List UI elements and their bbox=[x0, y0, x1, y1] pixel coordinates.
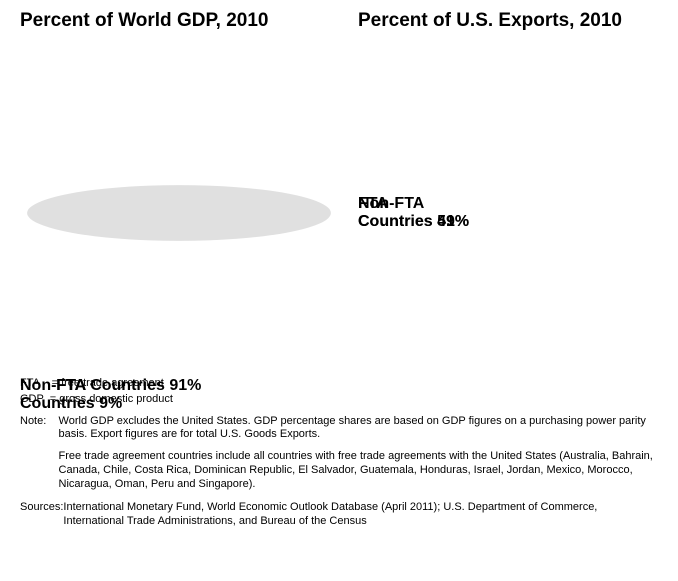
legend-fta-row: FTA = free trade agreement bbox=[20, 377, 656, 391]
note-para2: Free trade agreement countries include a… bbox=[59, 450, 656, 491]
gdp-pie-svg bbox=[20, 40, 338, 372]
legend-fta-val: free trade agreement bbox=[61, 377, 164, 391]
gdp-chart-title: Percent of World GDP, 2010 bbox=[20, 10, 340, 32]
note-key: Note: bbox=[20, 415, 59, 500]
legend-gdp-row: GDP = gross domestic product bbox=[20, 393, 656, 407]
gdp-pie: FTA Countries 9% Non-FTA Countries 91% bbox=[20, 40, 340, 377]
legend-gdp-val: gross domestic product bbox=[59, 393, 173, 407]
note-row: Note: World GDP excludes the United Stat… bbox=[20, 415, 656, 500]
legend-gdp-key: GDP = bbox=[20, 393, 59, 407]
note-para1: World GDP excludes the United States. GD… bbox=[59, 415, 656, 443]
note-body: World GDP excludes the United States. GD… bbox=[59, 415, 656, 500]
exports-pie: FTA Countries 41% Non-FTA Countries 59% bbox=[358, 40, 658, 195]
gdp-chart-block: Percent of World GDP, 2010 FTA Countries… bbox=[20, 10, 340, 377]
exports-nonfta-label: Non-FTA Countries 59% bbox=[358, 195, 469, 230]
exports-chart-block: Percent of U.S. Exports, 2010 FTA Countr… bbox=[358, 10, 658, 377]
exports-chart-title: Percent of U.S. Exports, 2010 bbox=[358, 10, 658, 32]
exports-nonfta-label-line2: Countries 59% bbox=[358, 213, 469, 230]
sources-text: International Monetary Fund, World Econo… bbox=[63, 501, 656, 529]
exports-pie-svg bbox=[358, 40, 658, 190]
notes-block: FTA = free trade agreement GDP = gross d… bbox=[20, 377, 656, 531]
sources-key: Sources: bbox=[20, 501, 63, 529]
infographic-container: Percent of World GDP, 2010 FTA Countries… bbox=[0, 0, 678, 581]
sources-row: Sources: International Monetary Fund, Wo… bbox=[20, 501, 656, 529]
exports-nonfta-label-line1: Non-FTA bbox=[358, 195, 424, 212]
legend-fta-key: FTA = bbox=[20, 377, 61, 391]
charts-row: Percent of World GDP, 2010 FTA Countries… bbox=[0, 0, 678, 377]
